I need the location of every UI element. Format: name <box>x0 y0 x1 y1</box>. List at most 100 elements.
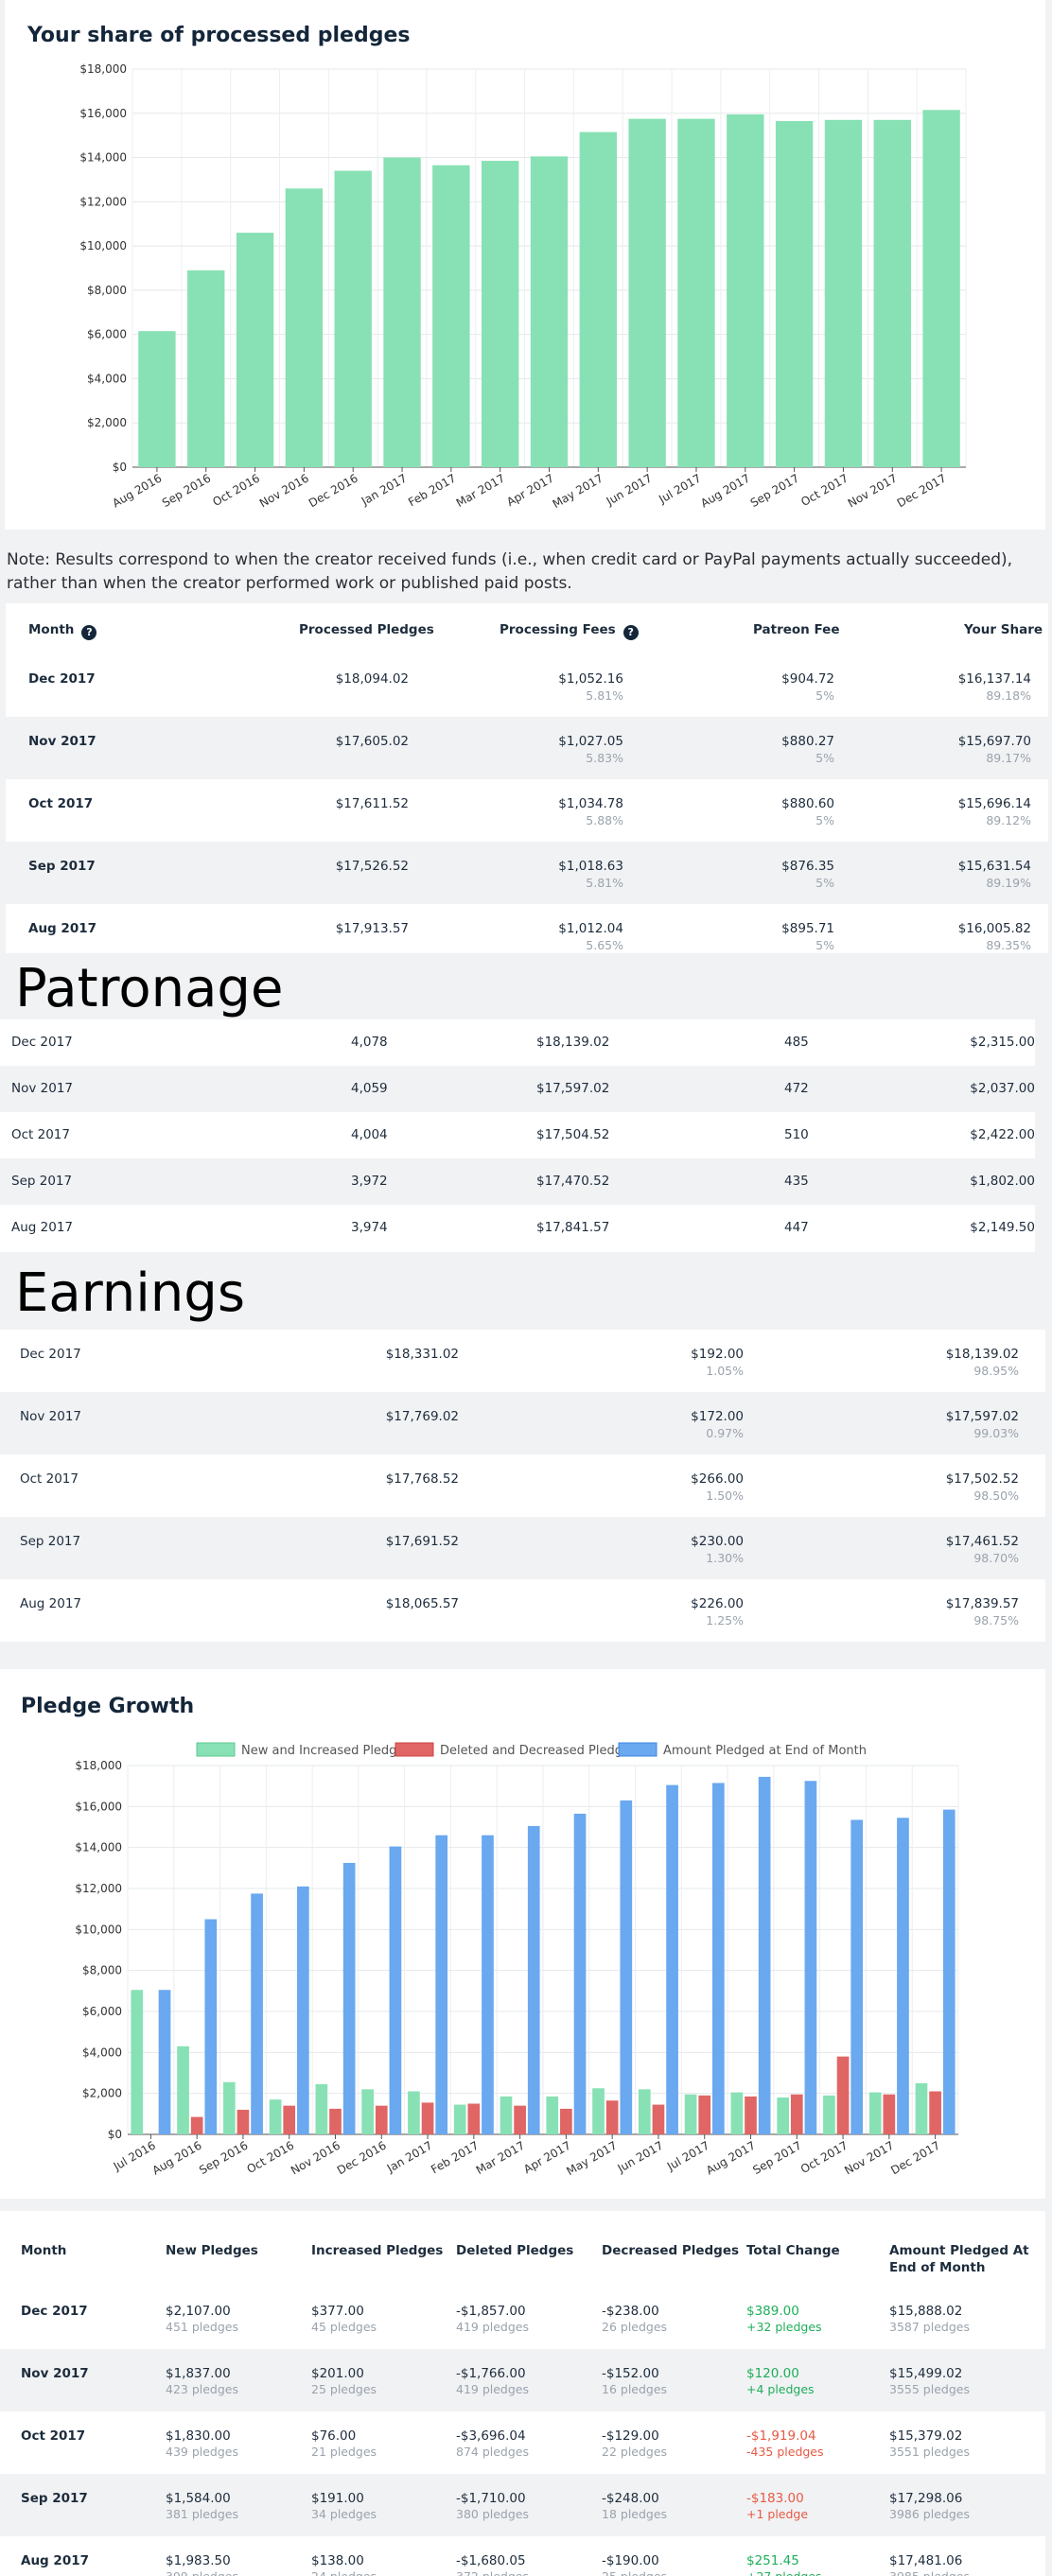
growth-bar[interactable] <box>850 1819 864 2134</box>
share-bar[interactable] <box>481 161 519 467</box>
growth-bar[interactable] <box>297 1886 309 2134</box>
growth-bar[interactable] <box>560 2108 572 2134</box>
growth-bar[interactable] <box>222 2081 236 2134</box>
growth-bar[interactable] <box>666 1784 678 2134</box>
col-month-label: Month <box>28 622 75 637</box>
growth-bar[interactable] <box>758 1776 771 2134</box>
growth-bar[interactable] <box>177 2045 189 2134</box>
legend-swatch[interactable] <box>618 1742 658 1757</box>
growth-bar[interactable] <box>745 2096 757 2134</box>
growth-bar[interactable] <box>573 1813 587 2134</box>
growth-bar[interactable] <box>712 1783 725 2134</box>
row-new-count: 423 pledges <box>166 2382 239 2396</box>
row-patreon-pct: 5% <box>815 938 834 952</box>
row-new-count: 381 pledges <box>166 2507 239 2521</box>
growth-bar[interactable] <box>823 2095 835 2134</box>
share-bar[interactable] <box>922 110 960 468</box>
row-inc-count: 34 pledges <box>311 2507 377 2521</box>
row-new-count: 451 pledges <box>166 2320 239 2334</box>
share-bar[interactable] <box>236 233 274 467</box>
share-y-tick: $14,000 <box>79 151 127 165</box>
legend-label[interactable]: Amount Pledged at End of Month <box>663 1744 867 1758</box>
share-bar[interactable] <box>677 118 715 467</box>
growth-bar[interactable] <box>453 2104 466 2134</box>
share-bar[interactable] <box>579 131 618 468</box>
growth-bar[interactable] <box>638 2089 651 2134</box>
growth-bar[interactable] <box>868 2092 882 2134</box>
growth-bar[interactable] <box>482 1835 494 2134</box>
growth-bar[interactable] <box>883 2094 896 2134</box>
growth-bar[interactable] <box>804 1781 817 2134</box>
growth-bar[interactable] <box>698 2095 711 2134</box>
growth-bar[interactable] <box>342 1862 356 2134</box>
growth-bar[interactable] <box>592 2088 605 2134</box>
row-month: Nov 2017 <box>11 1081 73 1096</box>
patronage-table: Dec 2017 4,078 $18,139.02 485 $2,315.00 Nov 2… <box>0 1019 1035 1252</box>
growth-bar[interactable] <box>730 2092 744 2134</box>
growth-bar[interactable] <box>251 1893 263 2134</box>
growth-bar[interactable] <box>777 2097 789 2134</box>
growth-bar[interactable] <box>421 2102 434 2134</box>
share-bar[interactable] <box>873 119 911 468</box>
growth-bar[interactable] <box>942 1809 956 2134</box>
growth-bar[interactable] <box>131 1990 144 2134</box>
share-x-tick: Sep 2016 <box>160 471 213 510</box>
growth-bar[interactable] <box>467 2103 481 2135</box>
growth-bar[interactable] <box>546 2096 559 2134</box>
growth-bar[interactable] <box>620 1800 633 2134</box>
growth-bar[interactable] <box>684 2094 697 2134</box>
growth-bar[interactable] <box>204 1919 218 2135</box>
growth-bar[interactable] <box>527 1825 540 2134</box>
growth-bar[interactable] <box>375 2105 388 2134</box>
share-bar[interactable] <box>334 170 372 468</box>
row-fee: $266.00 <box>691 1471 744 1487</box>
share-bar[interactable] <box>628 118 666 467</box>
legend-swatch[interactable] <box>394 1742 434 1757</box>
share-chart-panel: Your share of processed pledges $0 $2,000… <box>5 0 1045 530</box>
row-del: -$1,857.00 <box>456 2304 526 2319</box>
growth-bar[interactable] <box>315 2083 328 2134</box>
growth-bar[interactable] <box>915 2082 928 2134</box>
share-bar[interactable] <box>530 156 569 467</box>
growth-bar[interactable] <box>790 2094 803 2134</box>
share-bar[interactable] <box>285 188 324 468</box>
row-new: $1,837.00 <box>166 2366 231 2381</box>
growth-bar[interactable] <box>269 2099 282 2134</box>
share-bar[interactable] <box>775 120 814 467</box>
share-bar[interactable] <box>727 113 764 468</box>
growth-bar[interactable] <box>435 1835 448 2134</box>
growth-x-tick: Mar 2017 <box>474 2138 527 2177</box>
row-amount: $18,139.02 <box>536 1035 610 1050</box>
share-bar[interactable] <box>432 165 470 467</box>
growth-bar[interactable] <box>500 2096 513 2134</box>
fees-help-icon[interactable]: ? <box>622 625 639 640</box>
legend-label[interactable]: New and Increased Pledges <box>241 1744 411 1758</box>
row-end-count: 3587 pledges <box>889 2320 970 2334</box>
growth-bar[interactable] <box>897 1818 909 2134</box>
growth-bar[interactable] <box>361 2089 374 2134</box>
legend-swatch[interactable] <box>196 1742 236 1757</box>
row-end: $15,499.02 <box>889 2366 963 2381</box>
legend-label[interactable]: Deleted and Decreased Pledges <box>440 1744 637 1758</box>
share-bar[interactable] <box>138 331 176 467</box>
growth-bar[interactable] <box>514 2105 526 2134</box>
month-help-icon[interactable]: ? <box>81 625 97 640</box>
row-month: Aug 2017 <box>20 1596 82 1611</box>
growth-bar[interactable] <box>329 2108 342 2134</box>
growth-bar[interactable] <box>283 2105 296 2134</box>
row-month: Sep 2017 <box>20 1534 81 1549</box>
growth-bar[interactable] <box>237 2110 250 2134</box>
growth-bar[interactable] <box>836 2056 850 2134</box>
growth-bar[interactable] <box>408 2091 420 2135</box>
growth-bar[interactable] <box>652 2104 665 2134</box>
growth-bar[interactable] <box>158 1990 171 2134</box>
share-bar[interactable] <box>187 270 225 467</box>
row-end-count: 3551 pledges <box>889 2445 970 2459</box>
growth-y-tick: $14,000 <box>75 1841 122 1854</box>
growth-bar[interactable] <box>605 2100 619 2134</box>
share-bar[interactable] <box>824 119 863 468</box>
growth-bar[interactable] <box>389 1846 402 2134</box>
growth-bar[interactable] <box>190 2116 203 2134</box>
share-bar[interactable] <box>383 157 421 468</box>
growth-bar[interactable] <box>929 2091 941 2135</box>
